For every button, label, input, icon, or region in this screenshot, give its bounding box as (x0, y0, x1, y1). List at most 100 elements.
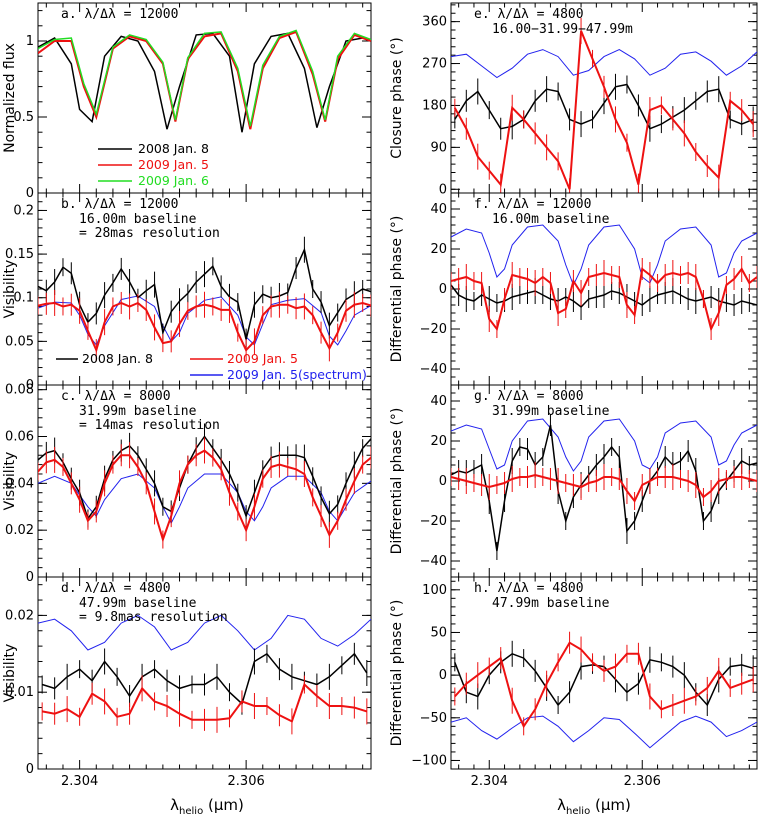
y-tick-label: −50 (420, 711, 447, 726)
panel-title: d. λ/Δλ = 4800 (61, 581, 171, 596)
y-tick-label: 50 (430, 625, 447, 640)
panel-title: e. λ/Δλ = 4800 (474, 7, 584, 22)
y-tick-label: 180 (422, 98, 447, 113)
x-label-unit: (μm) (203, 796, 244, 814)
panel-c: 0 0.02 0.04 0.06 0.08 Visibility c. λ/Δλ = 800… (2, 383, 372, 585)
x-label-sub: helio (179, 806, 203, 817)
y-tick-label: 40 (430, 394, 447, 409)
series-line-2009-jan-6 (38, 29, 371, 127)
y-tick-label: −100 (411, 753, 447, 768)
series-line-2009-jan-5-spectrum- (38, 614, 371, 651)
y-axis-label: Differential phase (°) (389, 408, 405, 555)
y-tick-label: 0 (439, 282, 447, 297)
panel-subtitle: 16.00m baseline (79, 212, 197, 227)
y-tick-label: 0.01 (5, 685, 34, 700)
y-tick-label: 1 (26, 34, 34, 49)
y-tick-label: 360 (422, 15, 447, 30)
legend-label: 2009 Jan. 5(spectrum) (227, 367, 367, 382)
series-line-2009-jan-5-spectrum- (38, 473, 371, 525)
y-tick-label: 0 (439, 474, 447, 489)
x-tick-label: 2.304 (61, 774, 98, 789)
panel-e: 0 90 180 270 360 Closure phase (°) e. λ/Δλ = 4… (389, 2, 758, 197)
legend-label: 2009 Jan. 6 (138, 173, 209, 188)
series-line-2009-jan-5-spectrum- (451, 418, 757, 472)
panel-title: h. λ/Δλ = 4800 (474, 581, 584, 596)
panel-subtitle: 16.00−31.99−47.99m (492, 22, 633, 37)
x-tick-label: 2.304 (471, 774, 508, 789)
panel-g: −40 −20 0 20 40 Differential phase (°) g. λ/Δλ… (389, 384, 758, 578)
y-axis-label: Visibility (2, 452, 18, 511)
series-line-2009-jan-5-spectrum- (451, 49, 757, 79)
y-axis-label: Differential phase (°) (389, 600, 405, 747)
panel-title: f. λ/Δλ = 12000 (474, 197, 591, 212)
y-tick-label: 40 (430, 202, 447, 217)
y-axis-label: Visibility (2, 644, 18, 703)
y-tick-label: 0 (26, 378, 34, 393)
panel-title: a. λ/Δλ = 12000 (61, 7, 178, 22)
panel-subtitle: 31.99m baseline (79, 404, 197, 419)
y-tick-label: 0.02 (5, 523, 34, 538)
x-label-sub: helio (566, 806, 590, 817)
y-tick-label: 0.05 (5, 334, 34, 349)
panel-a: 0 0.5 1 Normalized flux a. λ/Δλ = 12000 2008 … (2, 2, 372, 201)
y-tick-label: 0.04 (5, 476, 34, 491)
series-line-2009-jan-5 (454, 641, 754, 729)
y-tick-label: 0.08 (5, 383, 34, 398)
y-tick-label: 0.2 (13, 203, 34, 218)
x-tick-label: 2.306 (624, 774, 661, 789)
y-tick-label: 0.5 (13, 110, 34, 125)
panel-f: −40 −20 0 20 40 Differential phase (°) f. λ/Δλ… (389, 192, 758, 386)
panel-subtitle: = 9.8mas resolution (79, 610, 228, 625)
x-label-unit: (μm) (590, 796, 631, 814)
y-tick-label: 0 (26, 762, 34, 777)
y-tick-label: 0 (26, 570, 34, 585)
panel-subtitle: 47.99m baseline (492, 596, 610, 611)
panel-title: g. λ/Δλ = 8000 (474, 389, 584, 404)
y-tick-label: −20 (420, 514, 447, 529)
series-line-2009-jan-5-spectrum- (451, 715, 757, 749)
x-label-main: λ (170, 796, 179, 814)
y-tick-label: 0.06 (5, 430, 34, 445)
y-axis-label: Normalized flux (2, 43, 18, 153)
y-tick-label: 0 (26, 186, 34, 201)
panel-subtitle: 47.99m baseline (79, 596, 197, 611)
y-axis-label: Closure phase (°) (389, 37, 405, 159)
panel-d: 2.304 2.306 0 0.01 0.02 Visibility d. λ/Δλ = 4… (2, 576, 372, 789)
y-tick-label: 0.02 (5, 608, 34, 623)
panels-layer: 0 0.5 1 Normalized flux a. λ/Δλ = 12000 2008 … (2, 2, 758, 789)
panel-subtitle: 16.00m baseline (492, 212, 610, 227)
y-tick-label: 0.1 (13, 291, 34, 306)
y-tick-label: 20 (430, 434, 447, 449)
series-line-2008-jan-8 (38, 32, 371, 133)
y-axis-label: Differential phase (°) (389, 216, 405, 363)
panel-title: c. λ/Δλ = 8000 (61, 389, 171, 404)
y-tick-label: −20 (420, 322, 447, 337)
panel-h: 2.304 2.306 −100 −50 0 50 100 Differential phas… (389, 576, 758, 789)
panel-frame (37, 576, 372, 770)
y-tick-label: 0.15 (5, 247, 34, 262)
y-tick-label: 90 (430, 140, 447, 155)
x-axis-label-left: λhelio (μm) (170, 796, 244, 817)
series-line-2009-jan-5-spectrum- (451, 224, 757, 287)
y-tick-label: 270 (422, 57, 447, 72)
y-tick-label: 0 (439, 668, 447, 683)
y-tick-label: −40 (420, 554, 447, 569)
y-tick-label: 0 (439, 182, 447, 197)
panel-subtitle: = 28mas resolution (79, 226, 220, 241)
panel-subtitle: 31.99m baseline (492, 404, 610, 419)
y-tick-label: 20 (430, 242, 447, 257)
legend-label: 2009 Jan. 5 (138, 157, 209, 172)
x-tick-label: 2.306 (228, 774, 265, 789)
legend-label: 2008 Jan. 8 (138, 141, 209, 156)
x-axis-label-right: λhelio (μm) (557, 796, 631, 817)
panel-subtitle: = 14mas resolution (79, 418, 220, 433)
legend-label: 2009 Jan. 5 (227, 351, 298, 366)
panel-frame (450, 576, 758, 770)
legend-label: 2008 Jan. 8 (82, 351, 153, 366)
y-tick-label: 100 (422, 583, 447, 598)
y-tick-label: −40 (420, 362, 447, 377)
panel-title: b. λ/Δλ = 12000 (61, 197, 178, 212)
y-axis-label: Visibility (2, 260, 18, 319)
x-label-main: λ (557, 796, 566, 814)
